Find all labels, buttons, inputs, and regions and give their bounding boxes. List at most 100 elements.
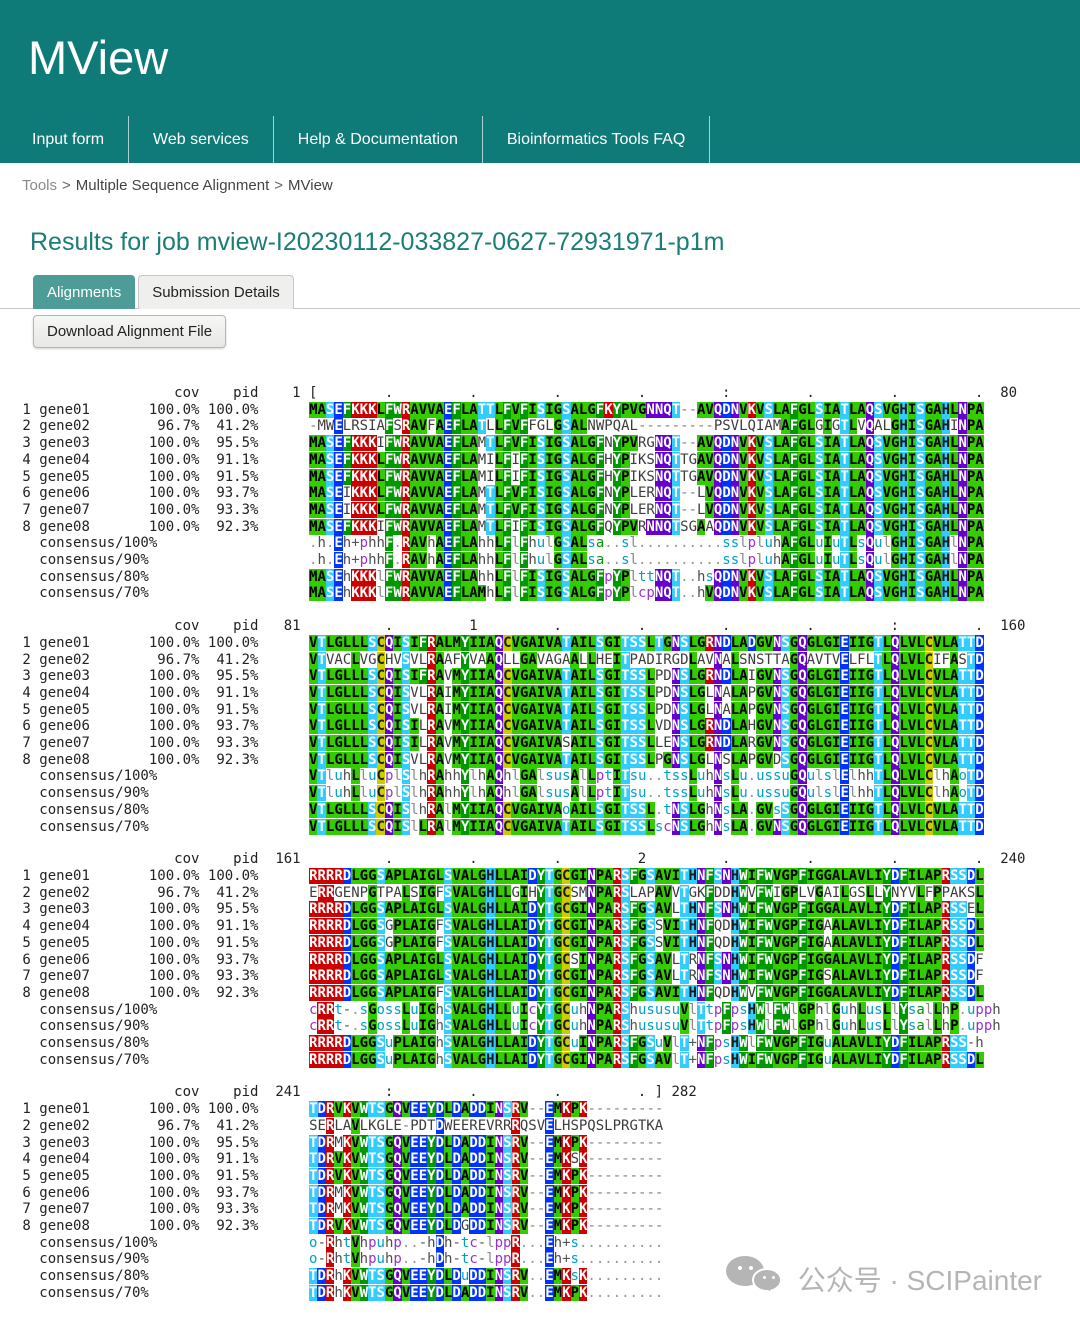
sequence: SERLAVLKGLE-PDTDWEEREVRRRQSVELHSPQSLPRGT… bbox=[309, 1117, 664, 1134]
pid-value: 91.1% bbox=[199, 451, 259, 468]
pid-value: 41.2% bbox=[199, 651, 259, 668]
row-name: gene04 bbox=[39, 918, 141, 935]
row-number: 1 bbox=[14, 401, 40, 418]
pid-value: 41.2% bbox=[199, 418, 259, 435]
consensus-sequence: cRRt-.sGossLuIGhSVALGHLLuIcYTGCuhNPARShu… bbox=[309, 1001, 1001, 1018]
consensus-sequence: cRRt-.sGossLuIGhSVALGHLLuIcYTGCuhNPARShu… bbox=[309, 1018, 1001, 1035]
cov-header: cov bbox=[140, 385, 200, 401]
pid-value: 93.7% bbox=[199, 718, 259, 735]
gene-row: 4 gene04 100.0% 91.1% RRRRDLGGSGPLAIGFSV… bbox=[14, 918, 1080, 935]
row-number: 3 bbox=[14, 435, 40, 452]
ruler-end: 240 bbox=[983, 851, 1026, 868]
download-alignment-button[interactable]: Download Alignment File bbox=[33, 315, 227, 348]
row-number: 2 bbox=[14, 651, 40, 668]
row-name: gene08 bbox=[39, 518, 141, 535]
consensus-sequence: o-RhtVhpuhp..-hDh-tc-lppR...Eh+s........… bbox=[309, 1234, 664, 1251]
alignment-area: cov pid 1 [ . . . . : . . . 80 1 gene01 … bbox=[14, 385, 1080, 1302]
ruler-start: 1 bbox=[258, 385, 310, 401]
consensus-sequence: VTLGLLLSCQISlLRAlMYIIAQCVGAIVATAILSGITSS… bbox=[309, 818, 984, 835]
alignment-block-2: cov pid 81 . 1 . . . . : . 160 1 gene01 … bbox=[14, 618, 1080, 835]
cov-value: 100.0% bbox=[140, 718, 200, 735]
breadcrumb-item[interactable]: Tools bbox=[22, 177, 58, 194]
nav-item-help-documentation[interactable]: Help & Documentation bbox=[274, 116, 483, 163]
row-number: 4 bbox=[14, 1151, 40, 1168]
row-name: gene05 bbox=[39, 701, 141, 718]
ruler-marks: . 1 . . . . : . bbox=[309, 618, 984, 635]
row-name: gene04 bbox=[39, 684, 141, 701]
breadcrumb-item[interactable]: Multiple Sequence Alignment bbox=[75, 177, 270, 194]
ruler-end: 160 bbox=[983, 618, 1026, 635]
row-number: 8 bbox=[14, 751, 40, 768]
row-number: 8 bbox=[14, 984, 40, 1001]
cov-value: 100.0% bbox=[140, 501, 200, 518]
wechat-icon bbox=[725, 1256, 784, 1302]
row-number: 8 bbox=[14, 1218, 40, 1235]
consensus-row: consensus/90% .h.Eh+phhF.RAVhAEFLAhhLFlF… bbox=[14, 552, 1080, 569]
sequence: VTVACLVGCHVSVLRAAFYVAAQLLGAVAGAALLHEITPA… bbox=[309, 651, 984, 668]
sequence: VTLGLLLSCQISIFRALMYIIAQCVGAIVATAILSGITSS… bbox=[309, 634, 984, 651]
consensus-sequence: o-RhtVhpuhp..-hDh-tc-lppR...Eh+s........… bbox=[309, 1251, 664, 1268]
tab-submission-details[interactable]: Submission Details bbox=[138, 275, 294, 309]
sequence: VTLGLLLSCQISVLRAIMYIIAQCVGAIVATAILSGITSS… bbox=[309, 684, 984, 701]
pid-value: 41.2% bbox=[199, 1117, 259, 1134]
consensus-row: consensus/80% MASEhKKKlFWRAVVAEFLAhhLFlF… bbox=[14, 568, 1080, 586]
sequence: RRRRDLGGSGPLAIGFSVALGHLLAIDYTGCGINPARSFG… bbox=[309, 918, 984, 935]
nav-item-web-services[interactable]: Web services bbox=[129, 116, 274, 163]
row-name: gene06 bbox=[39, 951, 141, 968]
pid-value: 91.5% bbox=[199, 701, 259, 718]
gene-row: 8 gene08 100.0% 92.3% RRRRDLGGSAPLAIGFSV… bbox=[14, 984, 1080, 1002]
nav-item-bioinformatics-tools-faq[interactable]: Bioinformatics Tools FAQ bbox=[483, 116, 711, 163]
pid-value: 91.5% bbox=[199, 468, 259, 485]
consensus-row: consensus/70% MASEhKKKlFWRAVVAEFLAMhLFlF… bbox=[14, 585, 1080, 602]
consensus-row: consensus/70% RRRRDLGGSuPLAIGhSVALGHLLAI… bbox=[14, 1051, 1080, 1069]
row-name: gene05 bbox=[39, 468, 141, 485]
row-number: 6 bbox=[14, 718, 40, 735]
ruler-start: 161 bbox=[258, 851, 310, 868]
row-number: 1 bbox=[14, 1101, 40, 1118]
row-number: 5 bbox=[14, 934, 40, 951]
row-name: gene06 bbox=[39, 485, 141, 502]
nav-item-input-form[interactable]: Input form bbox=[22, 116, 130, 163]
row-number: 4 bbox=[14, 451, 40, 468]
sequence: -MWELRSIAFSRAVFAEFLATLLFVFFGLGSALNWPQAL-… bbox=[309, 418, 984, 435]
row-name: gene01 bbox=[39, 401, 141, 418]
pid-value: 91.1% bbox=[199, 684, 259, 701]
consensus-label: consensus/90% bbox=[14, 1251, 310, 1268]
alignment-block-4: cov pid 241 : . . . ] 282 1 gene01 100.0… bbox=[14, 1084, 1080, 1301]
consensus-row: consensus/100% VTluhLluCplSlhRAhhYlhAQhl… bbox=[14, 768, 1080, 785]
sequence: TDRVKVWTSGQVEEYDLDADDINSRV--EMKPK-------… bbox=[309, 1101, 664, 1118]
consensus-label: consensus/70% bbox=[14, 1284, 310, 1301]
row-number: 2 bbox=[14, 1117, 40, 1134]
row-number: 4 bbox=[14, 918, 40, 935]
consensus-label: consensus/80% bbox=[14, 1268, 310, 1285]
sequence: VTLGLLLSCQISILRAVMYIIAQCVGAIVASAILSGITSS… bbox=[309, 735, 984, 752]
cov-value: 100.0% bbox=[140, 1201, 200, 1218]
app-title: MView bbox=[28, 31, 169, 84]
ruler-marks: [ . . . . : . . . bbox=[309, 385, 984, 401]
pid-value: 93.3% bbox=[199, 735, 259, 752]
sequence: MASEIKKKLFWRAVVAEFLAMTLFVFISIGSALGFNYPLE… bbox=[309, 485, 984, 502]
cov-value: 100.0% bbox=[140, 634, 200, 651]
row-name: gene03 bbox=[39, 668, 141, 685]
cov-value: 100.0% bbox=[140, 984, 200, 1001]
result-tabs: Alignments Submission Details bbox=[0, 275, 1080, 309]
alignment-block-1: cov pid 1 [ . . . . : . . . 80 1 gene01 … bbox=[14, 385, 1080, 602]
gene-row: 4 gene04 100.0% 91.1% TDRVKVWTSGQVEEYDLD… bbox=[14, 1151, 1080, 1168]
pid-value: 95.5% bbox=[199, 435, 259, 452]
row-name: gene04 bbox=[39, 451, 141, 468]
row-number: 3 bbox=[14, 668, 40, 685]
consensus-sequence: VTluhLluCplSlhRAhhYlhAQhlGAlsusAlLptITsu… bbox=[309, 785, 984, 802]
watermark-text: 公众号 · SCIPainter bbox=[797, 1265, 1042, 1296]
consensus-label: consensus/100% bbox=[14, 1234, 310, 1251]
row-number: 7 bbox=[14, 501, 40, 518]
consensus-sequence: .h.Eh+phhF.RAVhAEFLAhhLFlFhulGSALsa..sl.… bbox=[309, 552, 984, 569]
row-number: 5 bbox=[14, 468, 40, 485]
sequence: TDRMKVWTSGQVEEYDLDADDINSRV--EMKPK-------… bbox=[309, 1134, 664, 1151]
consensus-row: consensus/70% VTLGLLLSCQISlLRAlMYIIAQCVG… bbox=[14, 818, 1080, 836]
sequence: RRRRDLGGSAPLAIGLSVALGHLLAIDYTGCGINPARSFG… bbox=[309, 901, 984, 918]
gene-row: 5 gene05 100.0% 91.5% MASEFKKKLFWRAVVAEF… bbox=[14, 468, 1080, 486]
cov-value: 100.0% bbox=[140, 867, 200, 884]
ruler-row: cov pid 81 . 1 . . . . : . 160 bbox=[14, 618, 1080, 635]
tab-alignments[interactable]: Alignments bbox=[33, 275, 136, 309]
row-number: 1 bbox=[14, 634, 40, 651]
